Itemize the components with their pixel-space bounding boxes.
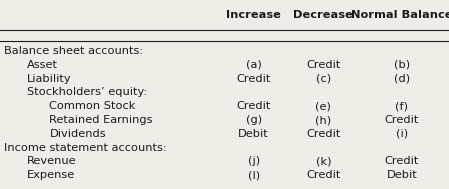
Text: Stockholders’ equity:: Stockholders’ equity: xyxy=(27,88,147,97)
Text: Credit: Credit xyxy=(237,74,271,84)
Text: Credit: Credit xyxy=(237,101,271,111)
Text: Decrease: Decrease xyxy=(293,10,353,20)
Text: (e): (e) xyxy=(315,101,331,111)
Text: Dividends: Dividends xyxy=(49,129,106,139)
Text: Income statement accounts:: Income statement accounts: xyxy=(4,143,167,153)
Text: Common Stock: Common Stock xyxy=(49,101,136,111)
Text: (l): (l) xyxy=(247,170,260,180)
Text: Credit: Credit xyxy=(306,129,340,139)
Text: Debit: Debit xyxy=(238,129,269,139)
Text: Increase: Increase xyxy=(226,10,281,20)
Text: Normal Balance: Normal Balance xyxy=(351,10,449,20)
Text: Credit: Credit xyxy=(385,115,419,125)
Text: (k): (k) xyxy=(316,156,331,166)
Text: (h): (h) xyxy=(315,115,331,125)
Text: Revenue: Revenue xyxy=(27,156,77,166)
Text: Retained Earnings: Retained Earnings xyxy=(49,115,153,125)
Text: Credit: Credit xyxy=(306,60,340,70)
Text: (j): (j) xyxy=(247,156,260,166)
Text: Expense: Expense xyxy=(27,170,75,180)
Text: Credit: Credit xyxy=(306,170,340,180)
Text: (b): (b) xyxy=(394,60,410,70)
Text: (i): (i) xyxy=(396,129,408,139)
Text: Debit: Debit xyxy=(387,170,417,180)
Text: Credit: Credit xyxy=(385,156,419,166)
Text: (f): (f) xyxy=(396,101,408,111)
Text: (d): (d) xyxy=(394,74,410,84)
Text: Asset: Asset xyxy=(27,60,58,70)
Text: Balance sheet accounts:: Balance sheet accounts: xyxy=(4,46,144,56)
Text: (c): (c) xyxy=(316,74,331,84)
Text: (g): (g) xyxy=(246,115,262,125)
Text: (a): (a) xyxy=(246,60,262,70)
Text: Liability: Liability xyxy=(27,74,71,84)
